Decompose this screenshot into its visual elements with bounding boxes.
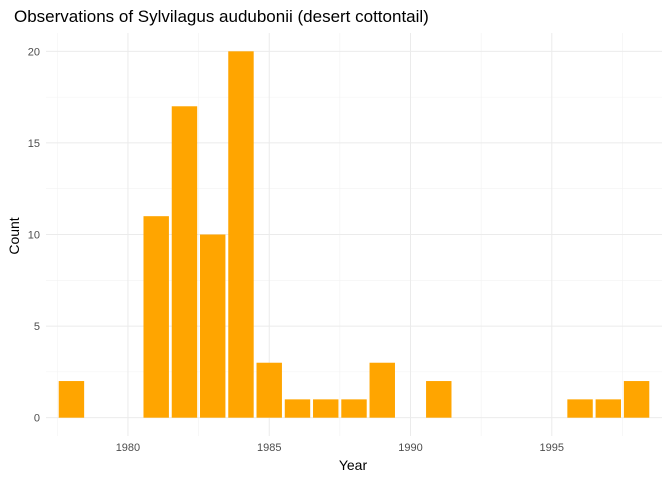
bar-1982: [171, 106, 198, 418]
x-tick-label: 1980: [116, 442, 140, 454]
chart-title: Observations of Sylvilagus audubonii (de…: [14, 7, 429, 26]
bar-1989: [369, 362, 395, 418]
bar-1988: [341, 399, 367, 418]
bar-1997: [595, 399, 622, 418]
y-tick-label: 15: [28, 138, 40, 150]
x-axis-label: Year: [339, 457, 368, 473]
bar-1985: [256, 362, 282, 418]
bar-1998: [623, 381, 650, 418]
y-tick-label: 0: [34, 413, 40, 425]
bar-1986: [284, 399, 311, 418]
x-tick-label: 1990: [398, 442, 422, 454]
bar-1981: [143, 216, 169, 418]
x-tick-label: 1985: [257, 442, 281, 454]
x-tick-label: 1995: [540, 442, 564, 454]
bars: [58, 51, 650, 418]
bar-1983: [200, 234, 226, 418]
bar-1984: [228, 51, 254, 418]
bar-1991: [426, 381, 452, 418]
y-axis-ticks: 0 5 10 15 20: [28, 46, 40, 424]
y-axis-label: Count: [6, 217, 22, 254]
bar-1996: [567, 399, 593, 418]
bar-1987: [313, 399, 339, 418]
x-axis-ticks: 1980 1985 1990 1995: [116, 442, 564, 454]
y-tick-label: 20: [28, 46, 40, 58]
y-tick-label: 10: [28, 230, 40, 242]
bar-1978: [58, 381, 85, 418]
y-tick-label: 5: [34, 321, 40, 333]
grid: [46, 33, 662, 436]
